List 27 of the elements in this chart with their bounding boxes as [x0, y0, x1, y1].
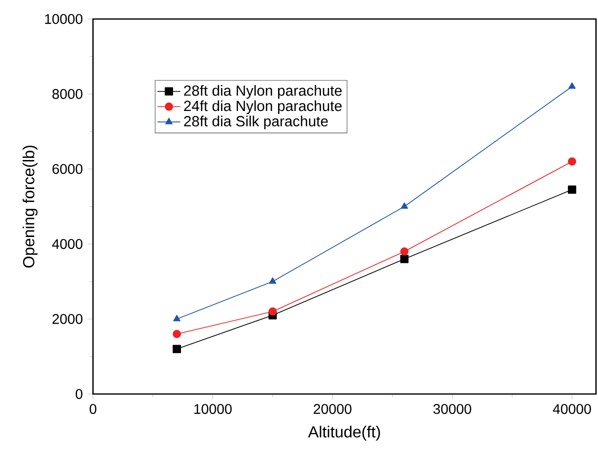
x-tick-label: 0 — [90, 404, 96, 414]
legend-label: 24ft dia Nylon parachute — [184, 100, 342, 114]
point — [269, 277, 276, 284]
point — [400, 247, 409, 256]
y-tick-label: 2000 — [52, 314, 82, 324]
x-tick-label: 30000 — [433, 404, 472, 414]
point — [172, 344, 181, 354]
y-tick-label: 10000 — [45, 14, 82, 24]
point — [400, 202, 408, 209]
legend-label: 28ft dia Silk parachute — [184, 116, 328, 130]
x-tick-label: 20000 — [314, 404, 352, 414]
legend-label: 28ft dia Nylon parachute — [184, 85, 342, 99]
point — [268, 307, 277, 316]
x-tick-label: 10000 — [194, 404, 232, 414]
y-tick-label: 0 — [76, 389, 82, 399]
y-tick-label: 4000 — [52, 239, 82, 249]
y-axis-title: Opening force(lb) — [22, 146, 38, 268]
point — [568, 157, 576, 166]
point — [172, 330, 181, 338]
point — [173, 314, 180, 322]
point — [568, 82, 576, 89]
x-axis-title: Altitude(ft) — [308, 426, 380, 441]
point — [400, 254, 409, 264]
x-tick-label: 40000 — [552, 404, 591, 414]
y-tick-label: 8000 — [52, 89, 82, 99]
y-tick-label: 6000 — [52, 164, 82, 174]
point — [568, 185, 576, 194]
